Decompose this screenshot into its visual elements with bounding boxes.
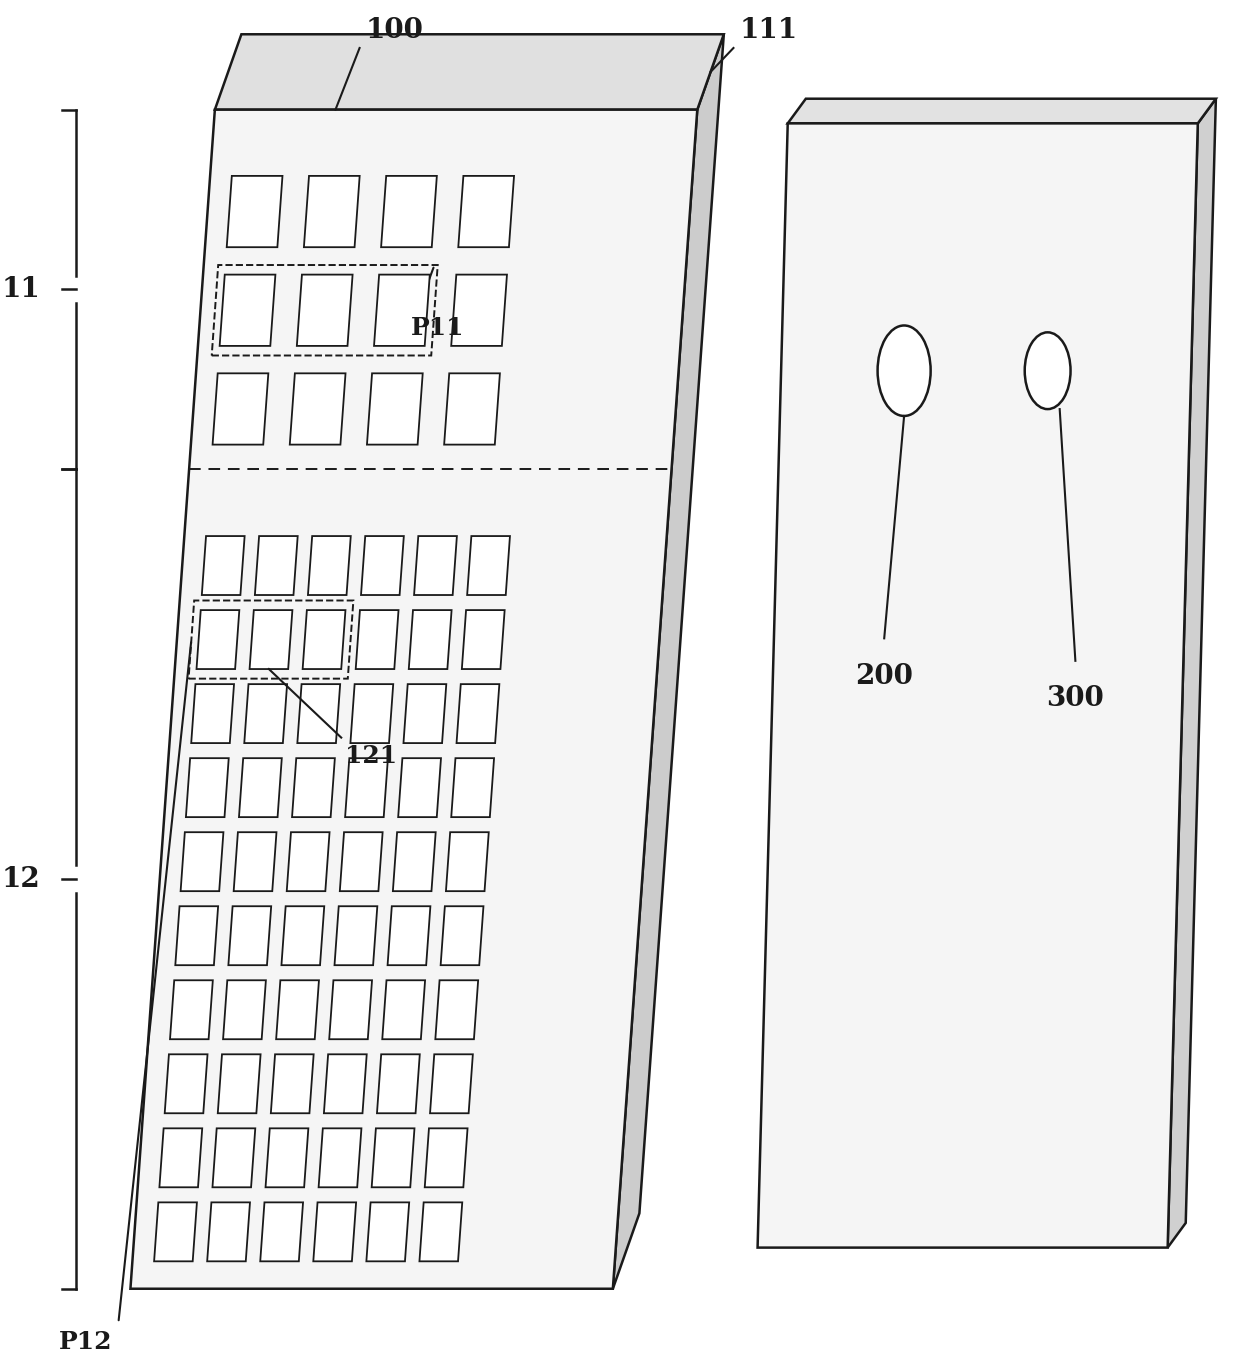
Polygon shape: [196, 610, 239, 669]
Text: 100: 100: [366, 16, 424, 44]
Polygon shape: [281, 906, 324, 965]
Polygon shape: [218, 1054, 260, 1113]
Polygon shape: [446, 832, 489, 891]
Polygon shape: [207, 1202, 250, 1261]
Polygon shape: [223, 980, 265, 1039]
Polygon shape: [335, 906, 377, 965]
Ellipse shape: [878, 325, 931, 415]
Polygon shape: [435, 980, 479, 1039]
Polygon shape: [613, 34, 724, 1289]
Polygon shape: [290, 373, 346, 444]
Polygon shape: [215, 34, 724, 110]
Polygon shape: [451, 274, 507, 345]
Polygon shape: [233, 832, 277, 891]
Text: P12: P12: [58, 1330, 113, 1355]
Polygon shape: [340, 832, 383, 891]
Polygon shape: [459, 175, 515, 247]
Polygon shape: [181, 832, 223, 891]
Text: 11: 11: [1, 276, 40, 303]
Polygon shape: [260, 1202, 303, 1261]
Polygon shape: [303, 610, 346, 669]
Polygon shape: [372, 1128, 414, 1187]
Polygon shape: [277, 980, 319, 1039]
Polygon shape: [361, 536, 404, 595]
Polygon shape: [467, 536, 510, 595]
Polygon shape: [228, 906, 272, 965]
Polygon shape: [324, 1054, 367, 1113]
Polygon shape: [451, 758, 494, 817]
Text: 121: 121: [345, 744, 397, 769]
Polygon shape: [314, 1202, 356, 1261]
Polygon shape: [381, 175, 436, 247]
Polygon shape: [265, 1128, 309, 1187]
Polygon shape: [367, 373, 423, 444]
Polygon shape: [403, 684, 446, 743]
Polygon shape: [227, 175, 283, 247]
Polygon shape: [249, 610, 293, 669]
Text: 12: 12: [1, 865, 40, 893]
Polygon shape: [239, 758, 281, 817]
Polygon shape: [255, 536, 298, 595]
Polygon shape: [212, 373, 268, 444]
Polygon shape: [430, 1054, 472, 1113]
Polygon shape: [382, 980, 425, 1039]
Polygon shape: [758, 123, 1198, 1248]
Polygon shape: [219, 274, 275, 345]
Polygon shape: [308, 536, 351, 595]
Polygon shape: [440, 906, 484, 965]
Text: P11: P11: [410, 315, 464, 340]
Polygon shape: [461, 610, 505, 669]
Polygon shape: [293, 758, 335, 817]
Polygon shape: [202, 536, 244, 595]
Polygon shape: [456, 684, 500, 743]
Polygon shape: [186, 758, 228, 817]
Polygon shape: [398, 758, 441, 817]
Polygon shape: [377, 1054, 420, 1113]
Polygon shape: [244, 684, 288, 743]
Polygon shape: [787, 99, 1216, 123]
Polygon shape: [345, 758, 388, 817]
Polygon shape: [304, 175, 360, 247]
Polygon shape: [270, 1054, 314, 1113]
Polygon shape: [444, 373, 500, 444]
Polygon shape: [154, 1202, 197, 1261]
Polygon shape: [329, 980, 372, 1039]
Polygon shape: [393, 832, 435, 891]
Polygon shape: [351, 684, 393, 743]
Polygon shape: [319, 1128, 361, 1187]
Polygon shape: [286, 832, 330, 891]
Polygon shape: [388, 906, 430, 965]
Polygon shape: [366, 1202, 409, 1261]
Polygon shape: [419, 1202, 463, 1261]
Polygon shape: [356, 610, 398, 669]
Polygon shape: [212, 1128, 255, 1187]
Polygon shape: [374, 274, 430, 345]
Polygon shape: [296, 274, 352, 345]
Polygon shape: [130, 110, 697, 1289]
Polygon shape: [1168, 99, 1216, 1248]
Text: 300: 300: [1047, 686, 1105, 713]
Polygon shape: [425, 1128, 467, 1187]
Polygon shape: [414, 536, 456, 595]
Text: 200: 200: [856, 664, 913, 690]
Text: 111: 111: [739, 16, 797, 44]
Polygon shape: [409, 610, 451, 669]
Polygon shape: [160, 1128, 202, 1187]
Ellipse shape: [1024, 332, 1070, 409]
Polygon shape: [298, 684, 340, 743]
Polygon shape: [175, 906, 218, 965]
Polygon shape: [165, 1054, 207, 1113]
Polygon shape: [191, 684, 234, 743]
Polygon shape: [170, 980, 213, 1039]
